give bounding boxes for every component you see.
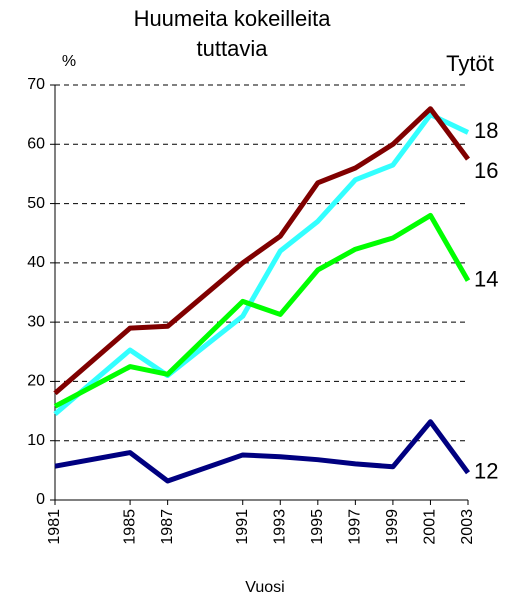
x-axis-label: Vuosi: [245, 579, 284, 596]
x-tick-label: 1999: [384, 509, 401, 545]
y-axis-label: %: [62, 53, 76, 70]
series-line: [54, 419, 471, 484]
legend-label: 16: [474, 158, 498, 183]
y-tick-label: 40: [27, 254, 45, 271]
chart-title: tuttavia: [197, 36, 269, 61]
x-tick-label: 1991: [234, 509, 251, 545]
x-tick-label: 2003: [459, 509, 476, 545]
series-line: [53, 112, 470, 416]
x-tick-label: 2001: [422, 509, 439, 545]
y-tick-label: 70: [27, 76, 45, 93]
legend-label: 18: [474, 118, 498, 143]
y-tick-label: 60: [27, 136, 45, 153]
chart-title: Huumeita kokeilleita: [134, 6, 332, 31]
x-tick-label: 1995: [309, 509, 326, 545]
y-tick-label: 50: [27, 195, 45, 212]
x-tick-label: 1985: [121, 509, 138, 545]
x-tick-label: 1981: [46, 509, 63, 545]
series-line: [53, 106, 471, 396]
y-tick-label: 10: [27, 432, 45, 449]
series-line: [53, 212, 471, 409]
y-tick-label: 0: [36, 491, 45, 508]
legend-label: 12: [474, 459, 498, 484]
legend-title: Tytöt: [446, 51, 494, 76]
legend-label: 14: [474, 266, 498, 291]
x-tick-label: 1987: [159, 509, 176, 545]
x-tick-label: 1997: [347, 509, 364, 545]
x-tick-label: 1993: [271, 509, 288, 545]
y-tick-label: 20: [27, 373, 45, 390]
y-tick-label: 30: [27, 313, 45, 330]
